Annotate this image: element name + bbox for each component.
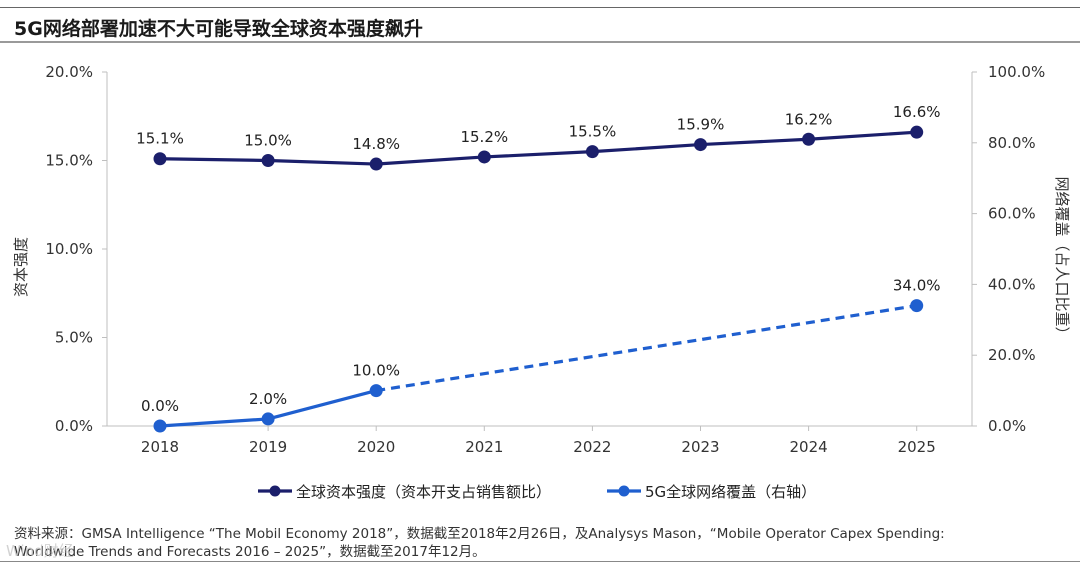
left-tick-label: 15.0%: [45, 152, 93, 170]
left-tick-label: 10.0%: [45, 240, 93, 258]
data-point: [261, 412, 275, 426]
right-tick-label: 40.0%: [988, 275, 1036, 293]
data-label: 34.0%: [893, 277, 941, 295]
watermark: Wind财经: [6, 542, 74, 560]
data-point: [153, 419, 167, 433]
data-point: [477, 150, 491, 164]
bottom-border: [0, 561, 1080, 562]
source-line-2: Worldwide Trends and Forecasts 2016 – 20…: [14, 544, 486, 560]
data-point: [585, 145, 599, 159]
source-line-1: 资料来源：GMSA Intelligence “The Mobil Econom…: [14, 526, 945, 542]
data-point: [369, 157, 383, 171]
data-point: [369, 384, 383, 398]
x-tick-label: 2020: [357, 438, 395, 456]
data-label: 10.0%: [352, 362, 400, 380]
left-tick-label: 5.0%: [55, 329, 93, 347]
right-tick-label: 20.0%: [988, 346, 1036, 364]
series-line-1-forecast: [375, 304, 917, 393]
data-point: [694, 138, 707, 152]
right-tick-label: 100.0%: [988, 63, 1045, 81]
data-label: 2.0%: [249, 390, 287, 408]
right-tick-label: 0.0%: [988, 417, 1026, 435]
data-label: 16.2%: [785, 110, 833, 128]
legend: 全球资本强度（资本开支占销售额比） 5G全球网络覆盖（右轴）: [258, 483, 816, 501]
series-points: [153, 125, 924, 433]
axes: 0.0% 5.0% 10.0% 15.0% 20.0% 0.0% 20.0% 40.0% 60.…: [12, 63, 1071, 456]
source-note: 资料来源：GMSA Intelligence “The Mobil Econom…: [14, 525, 1074, 561]
right-tick-label: 80.0%: [988, 134, 1036, 152]
data-labels: 15.1% 15.0% 14.8% 15.2% 15.5% 15.9% 16.2% 16.6%…: [136, 103, 940, 415]
title-divider: [0, 41, 1080, 43]
right-tick-label: 60.0%: [988, 205, 1036, 223]
data-label: 0.0%: [141, 397, 179, 415]
data-label: 16.6%: [893, 103, 941, 121]
right-axis-title: 网络覆盖（占人口比重）: [1053, 176, 1071, 341]
data-label: 15.9%: [677, 116, 725, 134]
left-axis-title: 资本强度: [12, 237, 30, 297]
data-point: [910, 299, 924, 313]
x-tick-label: 2019: [249, 438, 287, 456]
left-tick-label: 20.0%: [45, 63, 93, 81]
x-tick-label: 2024: [790, 438, 828, 456]
top-border: [0, 7, 1080, 8]
chart: 0.0% 5.0% 10.0% 15.0% 20.0% 0.0% 20.0% 40.0% 60.…: [12, 63, 1071, 501]
x-tick-label: 2018: [141, 438, 179, 456]
chart-title: 5G网络部署加速不大可能导致全球资本强度飙升: [14, 18, 423, 40]
x-tick-label: 2021: [465, 438, 503, 456]
left-tick-label: 0.0%: [55, 417, 93, 435]
data-label: 15.0%: [244, 132, 292, 150]
data-point: [261, 154, 275, 167]
data-point: [910, 125, 924, 139]
data-point: [153, 152, 167, 166]
legend-swatch-marker: [269, 485, 281, 497]
data-label: 15.1%: [136, 130, 184, 148]
legend-label: 全球资本强度（资本开支占销售额比）: [296, 483, 551, 501]
data-label: 14.8%: [352, 135, 400, 153]
x-tick-label: 2025: [898, 438, 936, 456]
series-lines: [158, 130, 919, 428]
legend-label: 5G全球网络覆盖（右轴）: [645, 483, 816, 501]
x-tick-label: 2023: [681, 438, 719, 456]
legend-swatch-marker: [618, 485, 630, 497]
x-tick-label: 2022: [573, 438, 611, 456]
series-line-0: [158, 130, 919, 166]
data-label: 15.2%: [460, 128, 508, 146]
data-label: 15.5%: [569, 123, 617, 141]
data-point: [802, 132, 816, 146]
